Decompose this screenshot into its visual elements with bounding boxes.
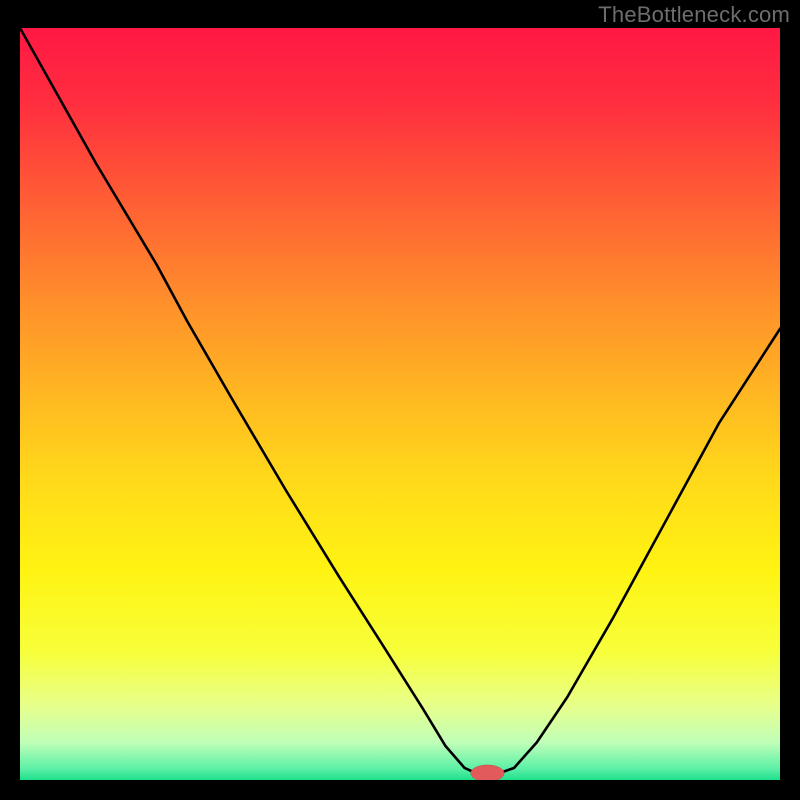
gradient-background [20, 28, 780, 780]
optimal-point-marker [471, 765, 504, 780]
chart-frame: TheBottleneck.com [0, 0, 800, 800]
watermark-label: TheBottleneck.com [598, 2, 790, 28]
plot-area [20, 28, 780, 780]
chart-svg [20, 28, 780, 780]
